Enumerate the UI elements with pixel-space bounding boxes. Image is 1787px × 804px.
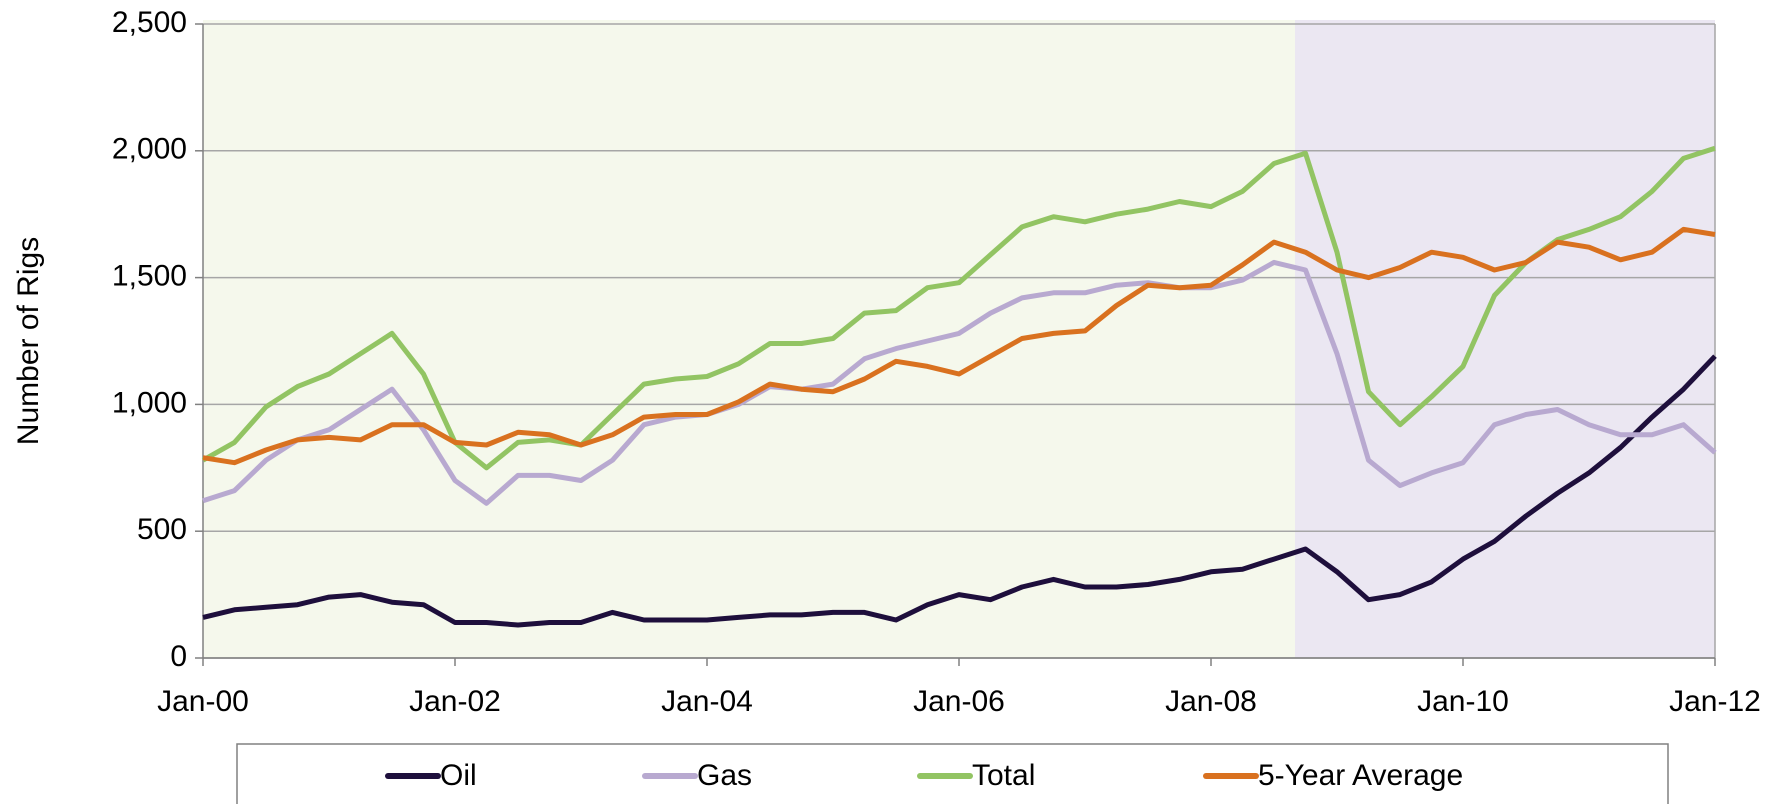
x-tick-label: Jan-02 — [409, 685, 501, 718]
x-tick-label: Jan-04 — [661, 685, 753, 718]
series-line — [202, 354, 1717, 628]
x-tick-label: Jan-08 — [1165, 685, 1257, 718]
x-tick-label: Jan-12 — [1669, 685, 1761, 718]
series-line — [202, 259, 1717, 506]
legend-label: Total — [972, 759, 1035, 792]
y-tick-label: 2,500 — [112, 6, 187, 39]
x-tick-label: Jan-10 — [1417, 685, 1509, 718]
y-tick-label: 0 — [170, 640, 187, 673]
legend-label: Oil — [440, 759, 477, 792]
x-tick-label: Jan-00 — [157, 685, 249, 718]
legend-label: 5-Year Average — [1258, 759, 1463, 792]
y-tick-label: 1,500 — [112, 260, 187, 293]
y-tick-label: 2,000 — [112, 133, 187, 166]
shaded-region — [203, 20, 1295, 658]
shaded-region — [1295, 20, 1715, 658]
y-tick-label: 500 — [137, 513, 187, 546]
legend-label: Gas — [697, 759, 752, 792]
x-tick-label: Jan-06 — [913, 685, 1005, 718]
series-line — [202, 226, 1716, 466]
y-tick-label: 1,000 — [112, 386, 187, 419]
y-axis-title: Number of Rigs — [12, 237, 45, 445]
